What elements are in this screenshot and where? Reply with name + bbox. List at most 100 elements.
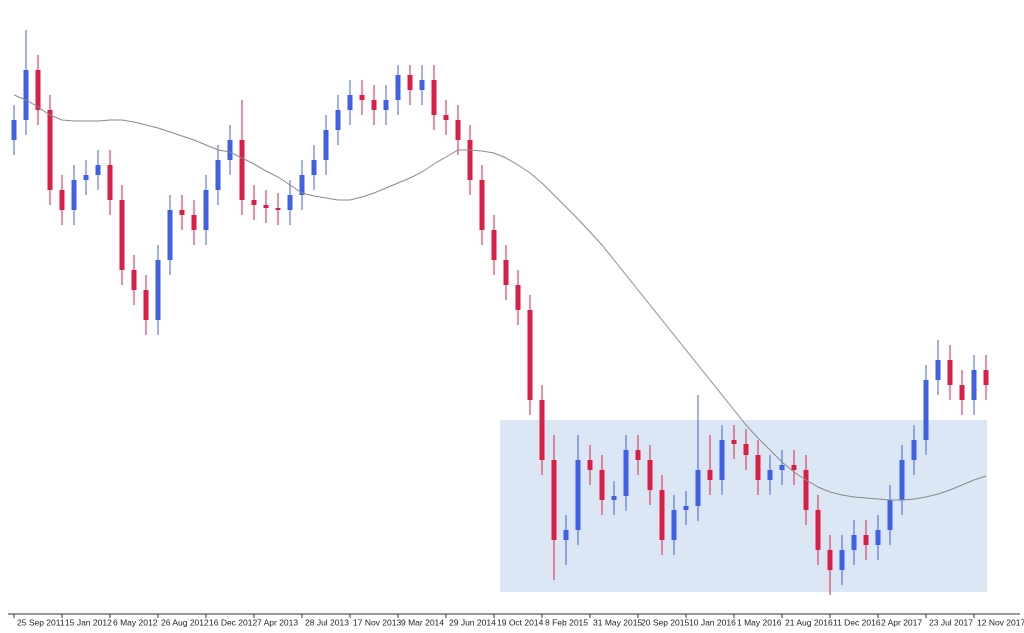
candle-body (287, 195, 293, 210)
candle-body (611, 496, 617, 500)
candle-body (947, 360, 953, 385)
candle-body (203, 190, 209, 230)
candle-body (95, 165, 101, 175)
candle-body (371, 100, 377, 110)
candle-body (71, 180, 77, 210)
candle-body (539, 400, 545, 460)
candle-body (419, 80, 425, 90)
candle-body (515, 285, 521, 310)
x-tick-label: 19 Oct 2014 (497, 617, 544, 627)
candle-body (119, 200, 125, 270)
candle-body (635, 450, 641, 460)
candle-body (155, 260, 161, 320)
candle-body (683, 506, 689, 510)
candle-body (863, 535, 869, 545)
candle-body (551, 460, 557, 540)
candle-body (983, 370, 989, 385)
candle-body (959, 385, 965, 400)
candle-body (779, 465, 785, 470)
candle-body (971, 370, 977, 400)
candle-body (479, 180, 485, 230)
x-tick-label: 9 Mar 2014 (401, 617, 444, 627)
candle-body (131, 270, 137, 290)
x-tick-label: 16 Dec 2012 (209, 617, 257, 627)
candle-body (167, 210, 173, 260)
x-tick-label: 8 Feb 2015 (545, 617, 588, 627)
candle-body (359, 95, 365, 100)
candle-body (803, 470, 809, 510)
candle-body (743, 444, 749, 455)
x-tick-label: 11 Dec 2016 (833, 617, 881, 627)
candle-body (299, 175, 305, 195)
candle-body (227, 140, 233, 160)
candle-body (563, 530, 569, 540)
candle-body (695, 470, 701, 506)
candle-body (347, 95, 353, 110)
candle-body (755, 455, 761, 480)
candle-body (275, 208, 281, 210)
candle-body (599, 470, 605, 500)
candle-body (671, 510, 677, 540)
candle-body (383, 100, 389, 110)
candle-body (215, 160, 221, 190)
candle-body (911, 440, 917, 460)
candle-body (851, 535, 857, 550)
candle-body (11, 120, 17, 140)
candle-body (143, 290, 149, 320)
candle-body (887, 500, 893, 530)
candle-body (335, 110, 341, 130)
candle-body (767, 470, 773, 480)
moving-average-line (13, 94, 987, 501)
candle-body (719, 440, 725, 480)
candle-body (83, 175, 89, 180)
x-tick-label: 21 Aug 2016 (785, 617, 833, 627)
candle-body (503, 260, 509, 285)
x-tick-label: 10 Jan 2016 (689, 617, 736, 627)
candle-body (839, 550, 845, 570)
candle-body (323, 130, 329, 160)
candle-body (179, 210, 185, 215)
candle-body (59, 190, 65, 210)
candle-body (191, 215, 197, 230)
x-tick-label: 12 Nov 2017 (977, 617, 1024, 627)
candle-body (455, 120, 461, 140)
candle-body (899, 460, 905, 500)
x-tick-label: 15 Jan 2012 (65, 617, 112, 627)
x-tick-label: 25 Sep 2011 (17, 617, 65, 627)
candle-body (443, 115, 449, 120)
candle-body (491, 230, 497, 260)
candle-body (587, 460, 593, 470)
candle-body (47, 110, 53, 190)
x-tick-label: 6 May 2012 (113, 617, 158, 627)
candle-body (623, 450, 629, 496)
x-tick-label: 31 May 2015 (593, 617, 642, 627)
x-tick-label: 29 Jun 2014 (449, 617, 496, 627)
candle-body (647, 460, 653, 490)
candle-body (107, 165, 113, 200)
candle-body (731, 440, 737, 444)
x-tick-label: 2 Apr 2017 (881, 617, 922, 627)
x-tick-label: 28 Jul 2013 (305, 617, 349, 627)
x-tick-label: 23 Jul 2017 (929, 617, 973, 627)
x-tick-label: 7 Apr 2013 (257, 617, 298, 627)
candle-body (251, 200, 257, 205)
candle-body (407, 75, 413, 90)
x-tick-label: 1 May 2016 (737, 617, 782, 627)
candle-body (875, 530, 881, 545)
x-tick-label: 17 Nov 2013 (353, 617, 401, 627)
candle-body (791, 465, 797, 470)
candle-body (23, 70, 29, 120)
candle-body (467, 140, 473, 180)
candle-body (395, 75, 401, 100)
candle-body (35, 70, 41, 110)
candle-body (935, 360, 941, 380)
candle-body (263, 205, 269, 208)
candle-body (239, 140, 245, 200)
candle-body (575, 460, 581, 530)
candle-body (707, 470, 713, 480)
x-tick-label: 26 Aug 2012 (161, 617, 209, 627)
x-tick-label: 20 Sep 2015 (641, 617, 689, 627)
candle-body (311, 160, 317, 175)
candle-body (527, 310, 533, 400)
